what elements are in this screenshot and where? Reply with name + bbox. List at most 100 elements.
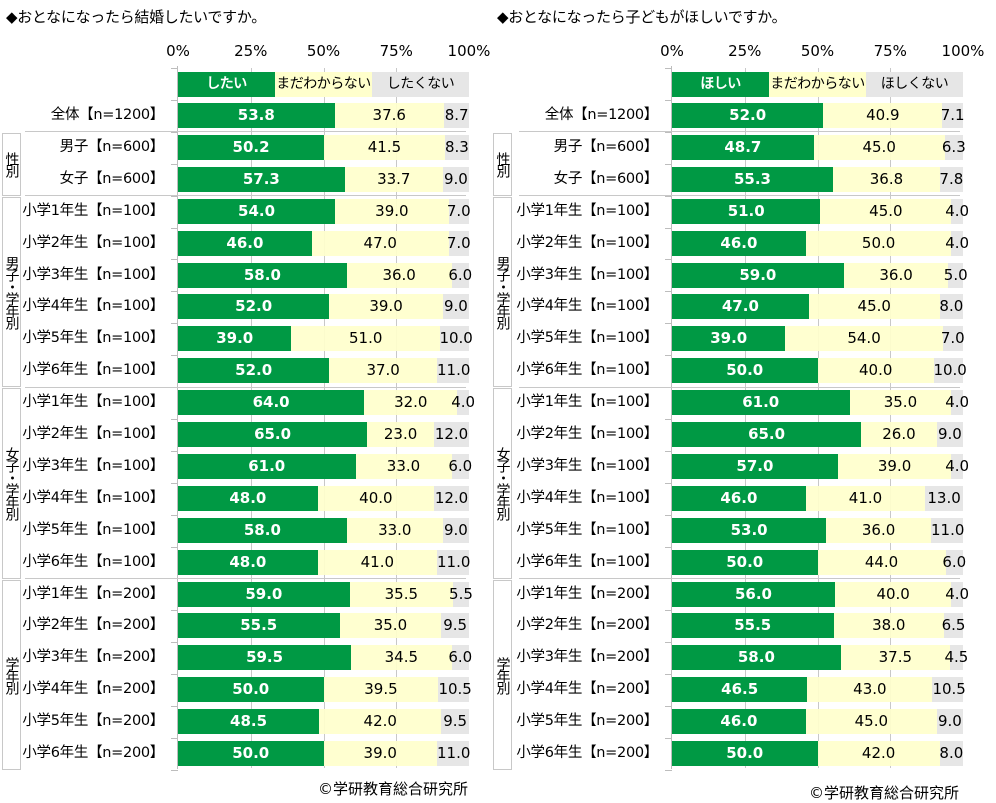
bar-segment-3 <box>444 134 469 160</box>
category-label: 小学5年生【n=200】 <box>22 713 164 730</box>
group-label: 性別 <box>494 152 511 177</box>
bar-segment-1 <box>178 422 368 447</box>
bar-segment-1 <box>672 262 844 288</box>
group-label: 女子・学年別 <box>3 447 20 520</box>
group-box: 学年別 <box>493 579 512 770</box>
bar-value-label: 48.5 <box>230 712 268 731</box>
bar-value-label: 51.0 <box>348 329 383 348</box>
bar-value-label: 50.0 <box>232 680 270 699</box>
bar-segment-2 <box>832 166 940 192</box>
bar-segment-2 <box>843 262 949 288</box>
bar-value-label: 6.3 <box>941 137 966 156</box>
bar-value-label: 47.0 <box>721 297 759 316</box>
bar-value-label: 11.0 <box>436 744 471 762</box>
bar-value-label: 50.2 <box>232 137 270 156</box>
y-axis-tick <box>665 514 672 516</box>
y-axis-tick <box>665 674 672 676</box>
bar-segment-1 <box>672 741 818 766</box>
bar-segment-3 <box>436 358 469 384</box>
x-tick-label: 75% <box>873 42 907 60</box>
y-axis-tick <box>171 737 178 739</box>
bar-segment-3 <box>443 103 470 128</box>
bar-segment-2 <box>807 677 933 703</box>
y-axis-tick <box>171 418 178 420</box>
bar-value-label: 53.8 <box>237 106 275 124</box>
bar-value-label: 52.0 <box>235 297 273 316</box>
group-label: 性別 <box>3 152 20 177</box>
bar-segment-3 <box>436 549 469 575</box>
bar-segment-1 <box>672 517 827 543</box>
bar-value-label: 34.5 <box>384 648 419 667</box>
bar-segment-2 <box>349 581 453 607</box>
bar-segment-3 <box>949 645 963 671</box>
category-label: 小学2年生【n=100】 <box>22 426 164 442</box>
bar-segment-3 <box>457 390 469 416</box>
bar-segment-2 <box>834 581 952 607</box>
y-axis-tick <box>665 769 672 771</box>
bar-segment-2 <box>833 613 945 639</box>
bar-segment-3 <box>448 198 469 224</box>
bar-segment-2 <box>837 453 952 479</box>
bar-value-label: 32.0 <box>394 393 428 412</box>
bar-value-label: 50.0 <box>726 361 764 380</box>
bar-value-label: 11.0 <box>930 520 965 539</box>
bar-value-label: 46.0 <box>226 233 264 252</box>
bar-value-label: 4.0 <box>945 584 970 603</box>
bar-value-label: 9.0 <box>937 425 962 443</box>
bar-value-label: 46.0 <box>720 712 758 731</box>
bar-value-label: 33.0 <box>386 456 421 475</box>
bar-value-label: 40.0 <box>359 488 393 507</box>
bar-value-label: 65.0 <box>748 425 786 443</box>
group-separator <box>25 386 466 388</box>
bar-value-label: 42.0 <box>861 744 896 762</box>
bar-value-label: 33.7 <box>377 169 411 188</box>
legend-label-1: したい <box>206 76 247 92</box>
group-box: 女子・学年別 <box>2 388 21 579</box>
y-axis-tick <box>171 259 178 261</box>
bar-value-label: 23.0 <box>383 425 418 443</box>
bar-value-label: 48.0 <box>229 552 267 571</box>
group-box: 学年別 <box>2 579 21 770</box>
bar-value-label: 39.0 <box>216 329 254 348</box>
bar-value-label: 58.0 <box>243 265 281 284</box>
bar-segment-2 <box>355 453 452 479</box>
legend-swatch-3 <box>866 72 963 97</box>
y-axis-tick <box>665 68 672 69</box>
bar-segment-1 <box>672 198 821 224</box>
bar-segment-1 <box>178 230 312 256</box>
bar-segment-2 <box>323 677 439 703</box>
bar-segment-2 <box>861 422 937 447</box>
bar-value-label: 4.0 <box>945 393 970 412</box>
y-axis-tick <box>171 450 178 452</box>
category-label: 小学5年生【n=100】 <box>516 521 658 538</box>
x-gridline <box>744 68 746 768</box>
bar-value-label: 4.0 <box>945 456 970 475</box>
category-label: 小学6年生【n=200】 <box>22 745 164 761</box>
children-chart: ◆おとなになったら子どもがほしいですか。 0% 25% 50% 75% 100% ほしい ま… <box>493 0 990 803</box>
bar-value-label: 36.8 <box>869 169 904 188</box>
bar-segment-1 <box>672 677 808 703</box>
x-gridline <box>250 68 252 768</box>
bar-value-label: 36.0 <box>861 520 896 539</box>
bar-value-label: 54.0 <box>238 201 276 220</box>
bar-segment-2 <box>317 485 435 511</box>
bar-value-label: 7.0 <box>446 233 471 252</box>
plot-area: 0% 25% 50% 75% 100% ほしい まだわからない ほしくない 性別 男子・学年別 女子… <box>493 0 990 780</box>
bar-value-label: 6.0 <box>448 456 473 475</box>
x-tick-label: 25% <box>234 42 268 60</box>
bar-segment-2 <box>817 741 940 766</box>
bar-segment-1 <box>178 549 318 575</box>
category-label: 女子【n=600】 <box>553 170 659 187</box>
bar-value-label: 55.3 <box>733 169 771 188</box>
legend-label-3: したくない <box>386 76 455 92</box>
bar-value-label: 46.0 <box>720 233 758 252</box>
y-axis-tick <box>665 323 672 325</box>
bar-segment-2 <box>823 103 943 128</box>
y-axis-line <box>671 66 672 769</box>
bar-segment-1 <box>178 294 330 320</box>
bar-value-label: 10.5 <box>932 680 966 699</box>
bar-value-label: 39.0 <box>369 297 403 316</box>
x-tick-label: 75% <box>379 42 413 60</box>
bar-segment-2 <box>329 294 443 320</box>
category-label: 小学4年生【n=100】 <box>22 298 164 315</box>
